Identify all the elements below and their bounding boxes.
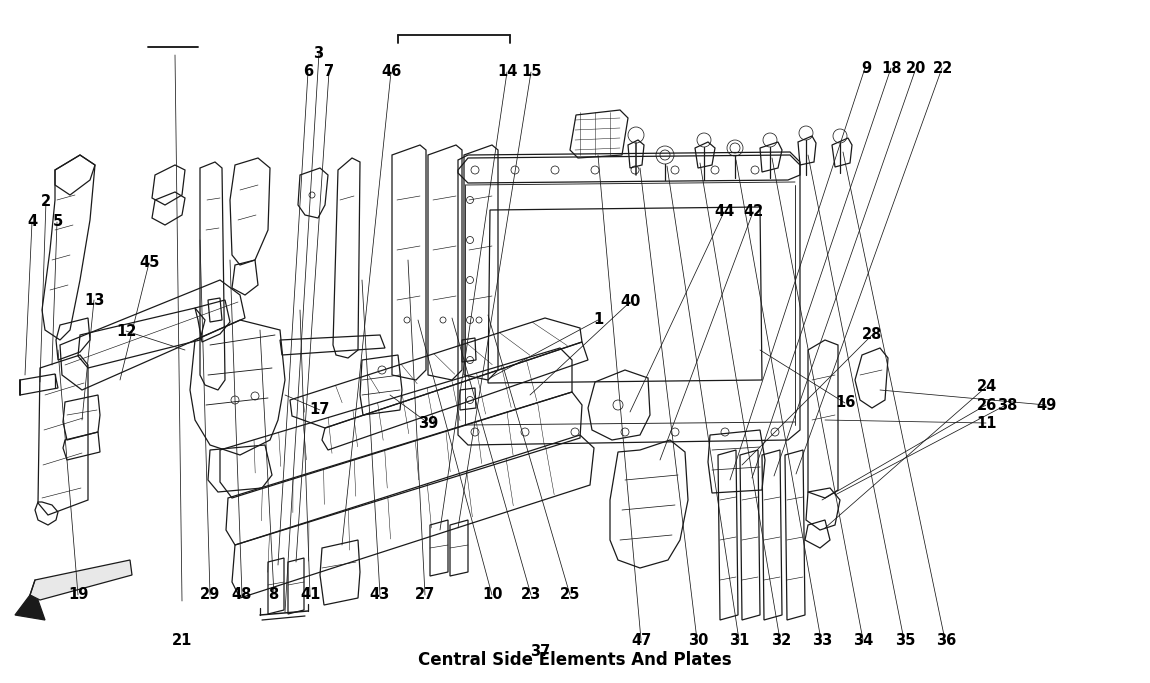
Text: 29: 29 <box>200 587 221 602</box>
Text: 31: 31 <box>729 633 750 648</box>
Text: 49: 49 <box>1036 398 1057 413</box>
Text: 22: 22 <box>933 61 953 76</box>
Text: 37: 37 <box>530 644 551 659</box>
Text: 45: 45 <box>139 255 160 270</box>
Text: 1: 1 <box>593 312 603 327</box>
Polygon shape <box>30 560 132 600</box>
Text: Central Side Elements And Plates: Central Side Elements And Plates <box>419 651 731 669</box>
Text: 46: 46 <box>381 64 401 79</box>
Text: 10: 10 <box>482 587 503 602</box>
Text: 6: 6 <box>304 64 313 79</box>
Text: 8: 8 <box>269 587 278 602</box>
Text: 14: 14 <box>497 64 518 79</box>
Text: 24: 24 <box>976 379 997 394</box>
Text: 39: 39 <box>417 416 438 431</box>
Text: 47: 47 <box>631 633 652 648</box>
Polygon shape <box>15 595 45 620</box>
Text: 9: 9 <box>861 61 871 76</box>
Text: 28: 28 <box>861 327 882 342</box>
Text: 15: 15 <box>521 64 542 79</box>
Text: 26: 26 <box>976 398 997 413</box>
Text: 23: 23 <box>521 587 542 602</box>
Text: 19: 19 <box>68 587 89 602</box>
Text: 34: 34 <box>853 633 874 648</box>
Text: 2: 2 <box>41 194 51 209</box>
Text: 43: 43 <box>369 587 390 602</box>
Text: 3: 3 <box>314 46 323 61</box>
Text: 21: 21 <box>171 633 192 648</box>
Text: 17: 17 <box>309 402 330 417</box>
Text: 48: 48 <box>231 587 252 602</box>
Text: 13: 13 <box>84 293 105 308</box>
Text: 20: 20 <box>906 61 927 76</box>
Text: 27: 27 <box>415 587 436 602</box>
Text: 42: 42 <box>743 204 764 219</box>
Text: 5: 5 <box>53 214 62 229</box>
Text: 4: 4 <box>28 214 37 229</box>
Text: 44: 44 <box>714 204 735 219</box>
Text: 32: 32 <box>770 633 791 648</box>
Text: 33: 33 <box>812 633 833 648</box>
Text: 40: 40 <box>620 294 641 309</box>
Text: 36: 36 <box>936 633 957 648</box>
Text: 41: 41 <box>300 587 321 602</box>
Text: 16: 16 <box>835 395 856 410</box>
Text: 12: 12 <box>116 324 137 339</box>
Text: 38: 38 <box>997 398 1018 413</box>
Text: 25: 25 <box>560 587 581 602</box>
Text: 11: 11 <box>976 416 997 431</box>
Text: 30: 30 <box>688 633 708 648</box>
Text: 35: 35 <box>895 633 915 648</box>
Text: 7: 7 <box>324 64 333 79</box>
Text: 18: 18 <box>881 61 902 76</box>
